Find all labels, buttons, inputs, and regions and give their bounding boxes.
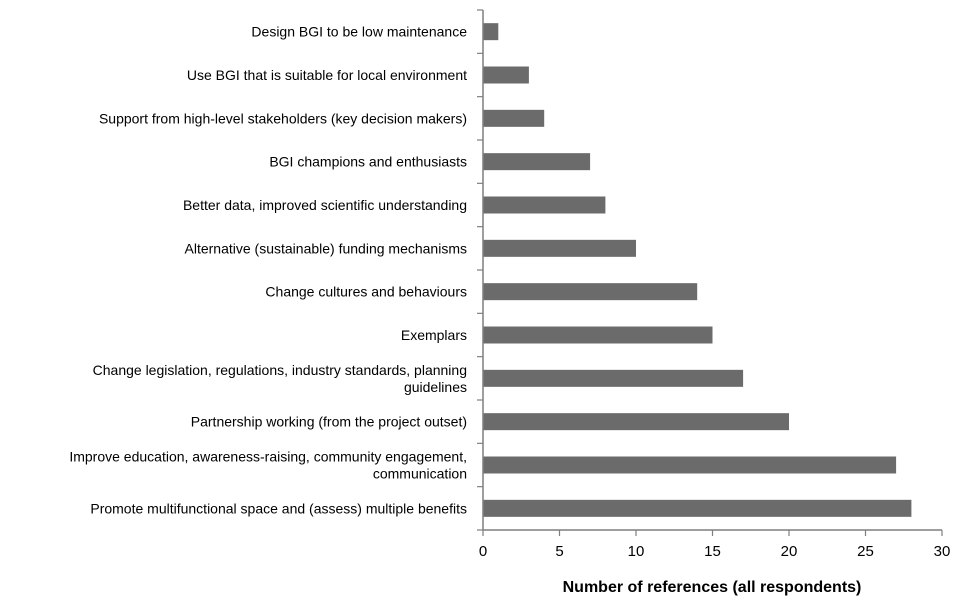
category-label-line: Improve education, awareness-raising, co… [69,449,467,465]
category-label-line: BGI champions and enthusiasts [269,154,467,170]
category-label-line: Partnership working (from the project ou… [191,414,467,430]
bar-4 [483,153,591,171]
bar-1 [483,23,499,41]
category-label: Exemplars [401,327,467,343]
bar-6 [483,239,636,257]
category-label: BGI champions and enthusiasts [269,154,467,170]
x-tick-label: 5 [555,543,563,560]
x-axis-title: Number of references (all respondents) [563,579,862,596]
category-label: Change legislation, regulations, industr… [93,362,467,395]
category-label: Promote multifunctional space and (asses… [90,500,467,516]
x-tick-label: 10 [628,543,645,560]
x-tick-label: 30 [934,543,951,560]
category-label-line: Support from high-level stakeholders (ke… [99,110,467,126]
category-label-line: Use BGI that is suitable for local envir… [187,67,467,83]
bar-3 [483,109,545,127]
category-label: Improve education, awareness-raising, co… [69,449,467,482]
category-label-line: Alternative (sustainable) funding mechan… [185,240,467,256]
x-tick-label: 15 [704,543,721,560]
category-label-line: Change legislation, regulations, industr… [93,362,467,378]
bar-5 [483,196,606,214]
category-label-line: guidelines [404,379,467,395]
bar-9 [483,369,744,387]
bar-7 [483,283,698,301]
category-label-line: Exemplars [401,327,467,343]
category-label-line: communication [373,466,467,482]
bar-10 [483,413,789,431]
category-label-line: Better data, improved scientific underst… [183,197,467,213]
category-label: Use BGI that is suitable for local envir… [187,67,467,83]
bar-8 [483,326,713,344]
category-label-line: Design BGI to be low maintenance [251,24,467,40]
category-label: Alternative (sustainable) funding mechan… [185,240,467,256]
x-tick-label: 0 [479,543,487,560]
x-tick-label: 25 [857,543,874,560]
category-label: Partnership working (from the project ou… [191,414,467,430]
x-tick-label: 20 [781,543,798,560]
bars-layer [483,23,912,517]
category-label: Better data, improved scientific underst… [183,197,467,213]
category-label-line: Promote multifunctional space and (asses… [90,500,467,516]
bar-12 [483,499,912,517]
x-tick-labels: 0 5 10 15 20 25 30 [479,543,951,560]
bar-2 [483,66,529,84]
axes [477,9,943,536]
bar-11 [483,456,897,474]
category-labels: Design BGI to be low maintenance Use BGI … [69,24,467,517]
category-label-line: Change cultures and behaviours [265,284,467,300]
category-label: Change cultures and behaviours [265,284,467,300]
category-label: Support from high-level stakeholders (ke… [99,110,467,126]
category-label: Design BGI to be low maintenance [251,24,467,40]
